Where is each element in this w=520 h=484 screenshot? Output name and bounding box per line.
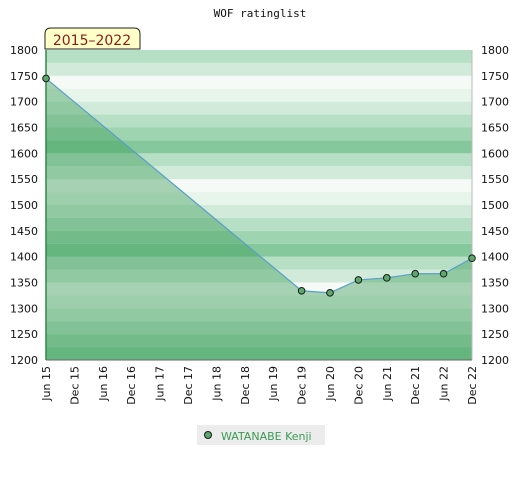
y-tick-label-left: 1650 — [10, 122, 38, 135]
background-band — [46, 347, 472, 360]
y-tick-label-left: 1550 — [10, 173, 38, 186]
y-tick-label-left: 1450 — [10, 225, 38, 238]
legend-entry-watanabe-kenji: WATANABE Kenji — [221, 430, 312, 443]
background-band — [46, 75, 472, 89]
x-tick-label: Jun 19 — [267, 366, 280, 402]
background-band — [46, 50, 472, 63]
data-point — [383, 274, 391, 282]
data-point — [354, 276, 363, 284]
data-point — [468, 254, 476, 263]
background-band — [46, 62, 472, 76]
y-tick-label-left: 1750 — [10, 70, 38, 83]
background-band — [46, 192, 472, 205]
plot-frame — [45, 50, 473, 361]
y-axis-left: 1200 1250 1300 1350 1400 1450 1500 1550 1600 1650… — [10, 44, 38, 367]
background-band — [46, 166, 472, 180]
background-band — [46, 230, 472, 244]
background-band — [46, 140, 472, 154]
x-tick-label: Dec 15 — [68, 366, 81, 405]
period-badge-box — [44, 27, 141, 50]
x-tick-label: Dec 21 — [409, 366, 422, 405]
series-line — [45, 77, 473, 294]
y-tick-label-right: 1600 — [481, 147, 509, 160]
background-band — [46, 205, 472, 218]
y-tick-label-right: 1200 — [481, 354, 509, 367]
legend-marker — [204, 431, 212, 439]
data-point — [326, 289, 334, 297]
x-tick-label: Dec 18 — [239, 366, 252, 405]
x-axis: Jun 15 Dec 15 Jun 16 Dec 16 Jun 17 Dec 17 Jun … — [40, 366, 479, 405]
series-area-fill — [46, 78, 472, 361]
background-band — [46, 295, 472, 309]
x-tick-label: Jun 16 — [97, 366, 110, 402]
y-tick-label-left: 1200 — [10, 354, 38, 367]
background-band — [46, 88, 472, 102]
background-band — [46, 179, 472, 193]
y-tick-label-right: 1700 — [481, 96, 509, 109]
x-tick-label: Dec 20 — [352, 366, 365, 405]
y-tick-label-right: 1650 — [481, 122, 509, 135]
background-band — [46, 321, 472, 335]
y-tick-label-right: 1750 — [481, 70, 509, 83]
background-band — [46, 282, 472, 296]
y-tick-label-right: 1250 — [481, 328, 509, 341]
background-band — [46, 334, 472, 348]
x-tick-label: Jun 22 — [438, 366, 451, 402]
x-tick-label: Jun 18 — [210, 366, 223, 402]
x-tick-label: Dec 16 — [125, 366, 138, 405]
chart-title: WOF ratinglist — [214, 7, 307, 20]
x-tick-label: Dec 17 — [182, 366, 195, 405]
data-point — [439, 269, 448, 278]
legend-box — [197, 425, 325, 445]
x-tick-label: Dec 22 — [466, 366, 479, 405]
background-band — [46, 217, 472, 231]
y-tick-label-right: 1550 — [481, 173, 509, 186]
x-tick-label: Jun 20 — [324, 366, 337, 402]
background-band — [46, 243, 472, 257]
y-tick-label-right: 1400 — [481, 251, 509, 264]
background-band — [46, 101, 472, 115]
x-tick-label: Jun 17 — [154, 366, 167, 402]
x-tick-label: Jun 15 — [40, 366, 53, 402]
background-band — [46, 256, 472, 270]
y-tick-label-left: 1500 — [10, 199, 38, 212]
series-line-path — [45, 77, 473, 294]
background-band — [46, 127, 472, 141]
y-tick-label-left: 1700 — [10, 96, 38, 109]
period-badge-text: 2015–2022 — [53, 33, 131, 49]
y-tick-label-right: 1800 — [481, 44, 509, 57]
y-tick-label-left: 1250 — [10, 328, 38, 341]
y-tick-label-left: 1400 — [10, 251, 38, 264]
series-points — [42, 74, 476, 297]
y-tick-label-left: 1350 — [10, 277, 38, 290]
y-tick-label-left: 1600 — [10, 147, 38, 160]
y-tick-label-left: 1300 — [10, 302, 38, 315]
data-point — [42, 74, 50, 83]
x-tick-label: Jun 21 — [381, 366, 394, 402]
y-axis-right: 1200 1250 1300 1350 1400 1450 1500 1550 1600 1650… — [481, 44, 509, 367]
data-point — [297, 286, 306, 295]
period-badge: 2015–2022 — [44, 27, 141, 50]
y-tick-label-right: 1450 — [481, 225, 509, 238]
y-tick-label-left: 1800 — [10, 44, 38, 57]
background-band — [46, 114, 472, 128]
legend: WATANABE Kenji — [197, 425, 325, 445]
background-band — [46, 153, 472, 167]
series-area — [46, 78, 472, 361]
y-tick-label-right: 1300 — [481, 302, 509, 315]
x-tick-label: Dec 19 — [296, 366, 309, 405]
y-tick-label-right: 1500 — [481, 199, 509, 212]
background-bands — [46, 50, 472, 360]
data-point — [411, 269, 420, 278]
background-band — [46, 308, 472, 322]
y-tick-label-right: 1350 — [481, 277, 509, 290]
